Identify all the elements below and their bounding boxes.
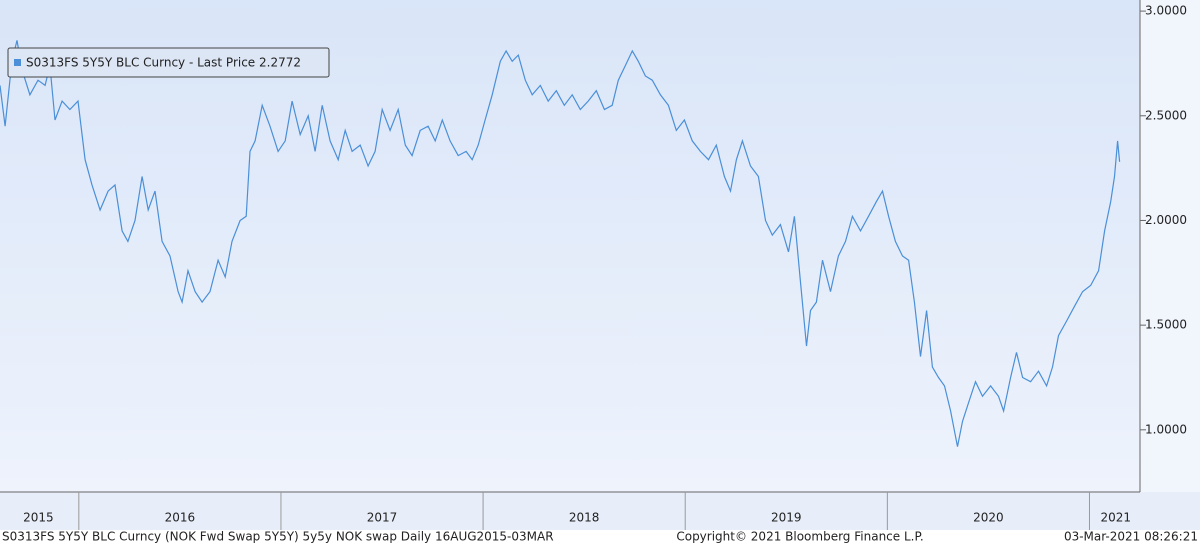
footer-left: S0313FS 5Y5Y BLC Curncy (NOK Fwd Swap 5Y… xyxy=(2,530,554,544)
y-axis-area xyxy=(1140,0,1200,492)
y-tick-label: 3.0000 xyxy=(1145,4,1187,18)
legend-box xyxy=(7,47,330,78)
legend: S0313FS 5Y5Y BLC Curncy - Last Price 2.2… xyxy=(7,47,330,78)
x-tick-label: 2019 xyxy=(771,511,802,525)
y-tick-label: 2.0000 xyxy=(1145,213,1187,227)
x-tick-label: 2020 xyxy=(973,511,1004,525)
footer-right: 03-Mar-2021 08:26:21 xyxy=(1064,530,1198,544)
x-tick-label: 2016 xyxy=(165,511,196,525)
x-axis-area xyxy=(0,492,1200,530)
legend-label: S0313FS 5Y5Y BLC Curncy - Last Price 2.2… xyxy=(26,56,301,70)
x-tick-label: 2021 xyxy=(1100,511,1131,525)
y-tick-label: 1.0000 xyxy=(1145,422,1187,436)
x-tick-label: 2018 xyxy=(569,511,600,525)
x-tick-label: 2015 xyxy=(23,511,54,525)
y-tick-label: 1.5000 xyxy=(1145,318,1187,332)
footer-center: Copyright© 2021 Bloomberg Finance L.P. xyxy=(676,530,923,544)
line xyxy=(0,40,1121,447)
x-tick-label: 2017 xyxy=(367,511,398,525)
y-tick-label: 2.5000 xyxy=(1145,108,1187,122)
legend-swatch xyxy=(14,59,21,66)
